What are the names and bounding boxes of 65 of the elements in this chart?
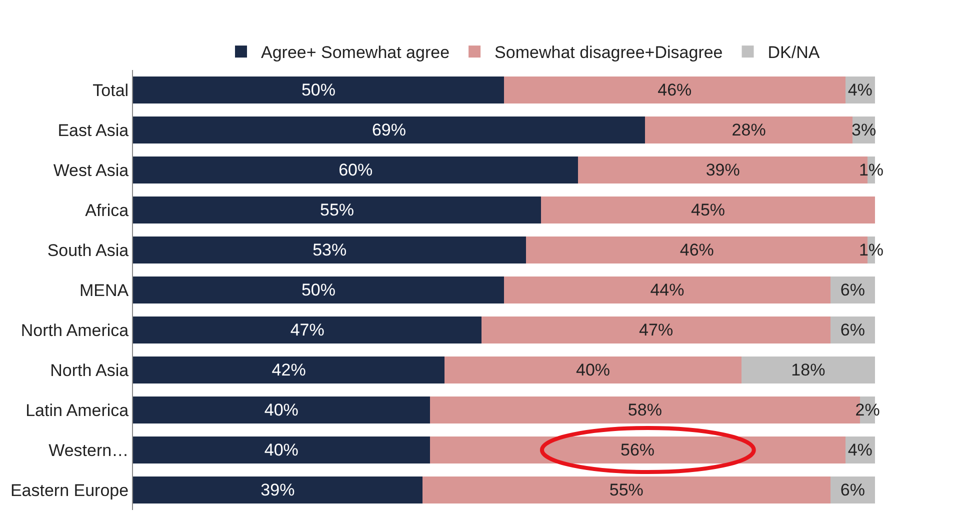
bar: [133, 316, 482, 344]
y-tick-label: North America: [20, 320, 130, 340]
bar: [133, 436, 430, 464]
y-tick-label: West Asia: [53, 160, 130, 180]
bar: [644, 116, 853, 144]
data-label: 56%: [620, 440, 655, 460]
bar: [133, 196, 542, 224]
data-label: 6%: [840, 480, 865, 500]
y-tick-label: Total: [92, 80, 129, 100]
bar: [422, 476, 830, 504]
data-label: 42%: [272, 360, 306, 380]
y-tick-label: South Asia: [47, 240, 130, 260]
bar: [133, 476, 422, 504]
bar: [133, 76, 504, 104]
data-label: 55%: [609, 480, 644, 500]
data-label: 46%: [680, 240, 714, 260]
data-label: 45%: [690, 200, 726, 220]
bar: [133, 356, 445, 384]
y-tick-label: Africa: [85, 200, 130, 220]
y-tick-label: MENA: [79, 280, 130, 300]
data-label: 3%: [852, 120, 876, 140]
bar: [741, 356, 875, 384]
bar: [504, 76, 846, 104]
legend-label: Somewhat disagree+Disagree: [494, 43, 723, 62]
data-label: 47%: [639, 320, 674, 340]
data-label: 44%: [650, 280, 684, 300]
y-tick-label: Eastern Europe: [10, 480, 129, 500]
y-tick-label: East Asia: [58, 120, 130, 140]
y-tick-label: Western…: [48, 440, 129, 460]
data-label: 50%: [301, 80, 336, 100]
data-label: 39%: [260, 480, 295, 500]
data-label: 4%: [848, 440, 872, 460]
data-label: 46%: [658, 80, 692, 100]
data-label: 28%: [732, 120, 766, 140]
data-label: 60%: [338, 160, 373, 180]
data-label: 6%: [840, 280, 865, 300]
data-label: 1%: [858, 240, 884, 260]
bar: [133, 236, 526, 264]
data-label: 39%: [706, 160, 740, 180]
legend-label: Agree+ Somewhat agree: [261, 43, 450, 62]
bar: [504, 276, 830, 304]
data-label: 53%: [312, 240, 347, 260]
bar: [482, 316, 830, 344]
data-label: 18%: [791, 360, 826, 380]
data-label: 4%: [848, 80, 872, 100]
data-label: 58%: [628, 400, 662, 420]
data-label: 50%: [301, 280, 336, 300]
data-label: 47%: [290, 320, 324, 340]
data-label: 2%: [855, 400, 880, 420]
data-label: 1%: [858, 160, 884, 180]
bar: [133, 156, 578, 184]
data-label: 69%: [372, 120, 406, 140]
y-tick-label: North Asia: [50, 360, 130, 380]
y-tick-label: Latin America: [26, 400, 130, 420]
bar: [133, 276, 504, 304]
data-label: 40%: [264, 400, 298, 420]
bar: [444, 356, 742, 384]
bar: [541, 196, 875, 224]
bar: [133, 116, 645, 144]
bar: [133, 396, 430, 424]
data-label: 40%: [576, 360, 610, 380]
legend-label: DK/NA: [768, 43, 820, 62]
data-label: 6%: [840, 320, 865, 340]
data-label: 40%: [264, 440, 298, 460]
data-label: 55%: [320, 200, 354, 220]
